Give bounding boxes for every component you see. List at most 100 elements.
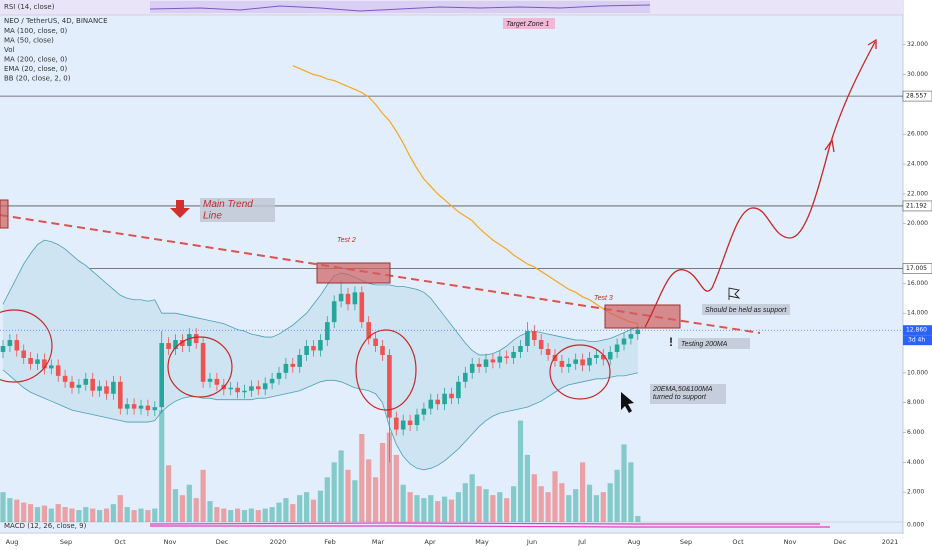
circle (355, 329, 417, 411)
volume-bar (207, 501, 213, 522)
zone-box (0, 199, 9, 229)
x-tick-label: Sep (680, 538, 692, 546)
volume-bar (545, 492, 551, 522)
volume-bar (317, 490, 323, 522)
candle-body (283, 363, 289, 373)
candle-body (0, 346, 6, 352)
x-tick-label: Nov (164, 538, 177, 546)
x-tick-label: 2020 (270, 538, 287, 546)
volume-bar (476, 486, 482, 522)
candle-body (352, 292, 358, 305)
candle-body (187, 334, 192, 347)
volume-bar (442, 496, 448, 522)
volume-bar (283, 498, 289, 522)
volume-bar (580, 462, 586, 522)
candle-body (318, 340, 323, 351)
candle-body (628, 334, 634, 339)
candle-body (145, 405, 151, 411)
volume-bar (228, 510, 234, 522)
volume-bar (138, 508, 144, 522)
volume-bar (331, 462, 337, 522)
y-tick-label: 22.000 (907, 190, 928, 197)
candle-body (256, 386, 261, 390)
volume-bar (14, 499, 20, 522)
circle (549, 344, 611, 400)
volume-bar (103, 508, 110, 522)
time-axis (0, 534, 932, 550)
level-label: 21.192 (906, 202, 927, 209)
y-tick-label: 8.000 (907, 399, 924, 406)
candle-body (35, 359, 40, 364)
candle-body (559, 360, 565, 367)
x-tick-label: Jul (577, 538, 586, 546)
volume-bar (255, 510, 261, 522)
volume-bar (110, 504, 116, 522)
candle-body (497, 356, 503, 363)
volume-bar (0, 492, 6, 522)
volume-bar (379, 442, 386, 522)
volume-bar (304, 492, 310, 522)
volume-bar (172, 489, 179, 522)
volume-bar (41, 505, 47, 522)
y-tick-label: 2.000 (907, 489, 924, 496)
candle-body (435, 399, 440, 405)
volume-bar (483, 489, 489, 522)
x-tick-label: Aug (628, 538, 641, 546)
indicator-label: Vol (4, 46, 15, 54)
candle-body (511, 351, 516, 358)
volume-bar (593, 495, 599, 522)
candle-body (131, 404, 137, 409)
y-tick-label: 32.000 (907, 41, 928, 48)
candle-body (55, 365, 61, 376)
volume-bar (55, 504, 61, 522)
volume-bar (7, 498, 13, 522)
circle (0, 309, 53, 383)
candle-body (159, 343, 164, 408)
volume-bar (559, 483, 565, 522)
volume-bar (469, 474, 475, 522)
zone-box (316, 262, 391, 284)
volume-bar (21, 502, 27, 522)
volume-bar (421, 498, 427, 522)
volume-bar (435, 501, 441, 522)
volume-bar (200, 469, 206, 522)
candle-body (421, 408, 427, 415)
volume-bar (179, 495, 185, 522)
volume-bar (497, 492, 503, 522)
candle-body (97, 386, 102, 391)
volume-bar (152, 508, 158, 522)
candle-body (262, 383, 268, 390)
volume-bar (324, 477, 330, 522)
candle-body (469, 363, 475, 373)
volume-bar (400, 484, 406, 522)
volume-bar (62, 507, 68, 522)
candle-body (483, 359, 489, 367)
candle-body (21, 350, 26, 358)
price-tag (903, 325, 932, 336)
volume-bar (531, 474, 537, 522)
candle-body (601, 354, 606, 360)
cursor (621, 392, 634, 413)
y-tick-label: 30.000 (907, 71, 928, 78)
candle-body (614, 344, 620, 352)
volume-bar (159, 410, 165, 522)
macd-label: MACD (12, 26, close, 9) (4, 522, 87, 530)
candle-body (28, 357, 33, 364)
y-tick-label: 14.000 (907, 310, 928, 317)
volume-bar (538, 486, 544, 522)
level-tag (902, 263, 932, 274)
price-label: 12.860 (906, 327, 927, 334)
y-tick-label: 6.000 (907, 429, 924, 436)
candle-body (607, 351, 613, 360)
candle-body (331, 301, 337, 323)
volume-bar (407, 492, 413, 522)
volume-bar (635, 516, 641, 522)
candle-body (118, 381, 123, 409)
candle-body (580, 359, 585, 366)
volume-bar (566, 495, 572, 522)
candle-body (476, 363, 482, 367)
volume-bar (269, 507, 275, 522)
label-box (503, 18, 555, 29)
volume-bar (386, 432, 392, 522)
